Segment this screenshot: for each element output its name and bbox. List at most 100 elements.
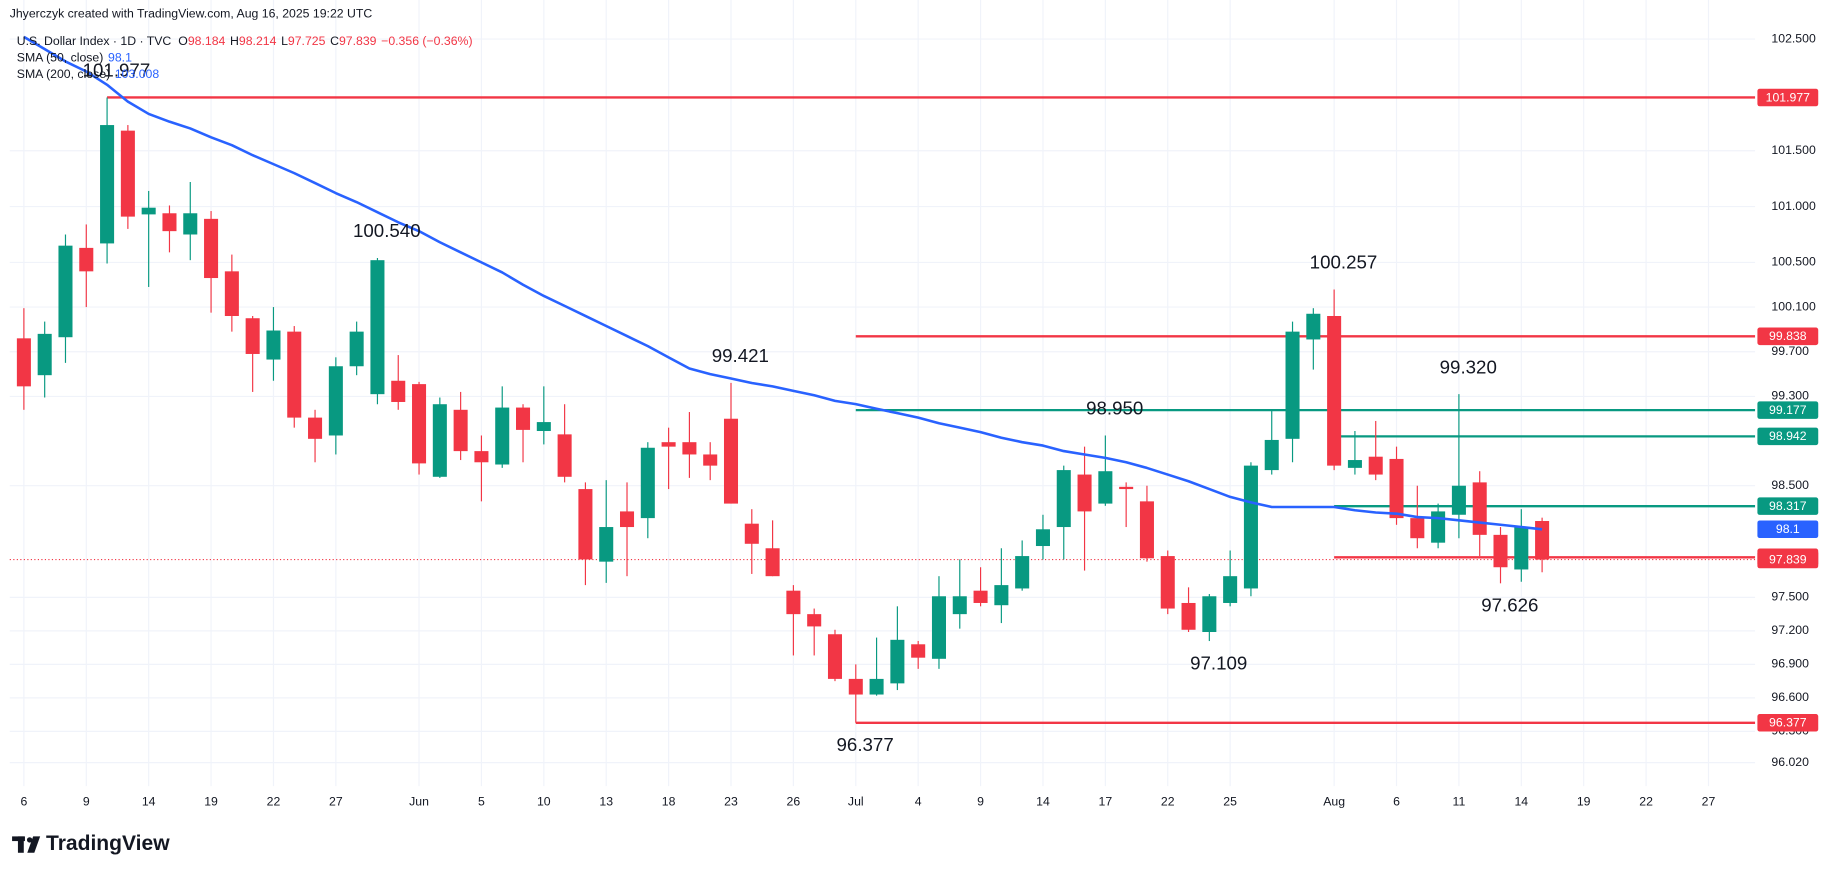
ohlc-value: 98.184: [188, 34, 226, 48]
labels: 102.500 101.500 101.000 100.500 100.100 99.70…: [20, 31, 1819, 809]
ohlc-key: O: [178, 34, 188, 48]
annotation: 97.109: [1190, 652, 1247, 673]
y-tick-label: 101.500: [1771, 143, 1816, 157]
x-tick-label: 22: [1639, 795, 1653, 809]
candle-body: [807, 614, 822, 627]
candle-body: [640, 447, 655, 519]
candles: [16, 97, 1550, 723]
candle-body: [495, 407, 510, 465]
candle-body: [1243, 465, 1258, 589]
candle-body: [308, 417, 323, 439]
ohlc-key: C: [330, 34, 339, 48]
y-tick-label: 96.900: [1771, 657, 1809, 671]
y-tick-label: 96.600: [1771, 690, 1809, 704]
annotation: 100.257: [1310, 252, 1378, 273]
y-tick-label: 97.500: [1771, 590, 1809, 604]
candle-body: [765, 548, 780, 577]
candle-body: [599, 527, 614, 562]
candle-body: [931, 596, 946, 659]
price-tag-label: 98.317: [1769, 499, 1807, 513]
x-tick-label: 11: [1453, 795, 1466, 809]
brand-logo: TradingView: [12, 832, 170, 855]
candle-body: [287, 331, 302, 418]
candle-body: [869, 678, 884, 695]
logo-shape: [26, 837, 33, 843]
price-tag-label: 96.377: [1769, 716, 1807, 730]
candle-body: [224, 271, 239, 317]
candle-body: [848, 678, 863, 695]
annotation: 101.977: [83, 60, 151, 81]
price-tag-label: 101.977: [1766, 90, 1811, 104]
sma-line: [23, 35, 1543, 531]
price-tag: [1757, 327, 1819, 346]
candle-body: [1493, 534, 1508, 568]
x-tick-label: 14: [1036, 795, 1050, 809]
price-tag-label: 98.1: [1776, 522, 1800, 536]
ohlc-value: 97.839: [339, 34, 377, 48]
candle-body: [453, 409, 468, 452]
brand-name: TradingView: [46, 832, 170, 855]
candle-body: [412, 384, 427, 464]
price-tag: [1757, 520, 1819, 539]
candle-body: [973, 590, 988, 603]
logo-shape: [27, 836, 41, 853]
candle-body: [890, 639, 905, 684]
indicator-value: 98.1: [108, 51, 132, 65]
x-tick-label: 9: [977, 795, 984, 809]
x-tick-label: 23: [724, 795, 738, 809]
candle-body: [328, 366, 343, 436]
candle-body: [266, 330, 281, 360]
candle-body: [100, 125, 115, 244]
x-tick-label: 6: [20, 795, 27, 809]
x-tick-label: 18: [662, 795, 676, 809]
price-tag: [1757, 714, 1819, 732]
candle-body: [744, 523, 759, 544]
price-tag: [1757, 88, 1819, 107]
grid: [9, 0, 1756, 787]
x-tick-label: Jul: [848, 795, 864, 809]
y-tick-label: 99.300: [1771, 389, 1809, 403]
x-tick-label: 22: [1161, 795, 1175, 809]
logo-shape: [17, 836, 24, 853]
price-tag: [1757, 427, 1819, 446]
candle-body: [1368, 456, 1383, 475]
candle-body: [1285, 331, 1300, 439]
candle-body: [1431, 511, 1446, 543]
legend-sma50: SMA (50, close) 98.1: [17, 51, 132, 65]
annotation: 100.540: [353, 220, 421, 241]
ohlc-value: 98.214: [239, 34, 277, 48]
ohlc-value: 97.725: [288, 34, 326, 48]
candle-body: [516, 407, 531, 430]
candle-body: [1451, 485, 1466, 515]
change: −0.356 (−0.36%): [381, 34, 472, 48]
candle-body: [786, 590, 801, 615]
indicator-value: 103.008: [115, 67, 160, 81]
candle-body: [1098, 471, 1113, 504]
candle-body: [1077, 474, 1092, 512]
x-tick-label: 25: [1223, 795, 1237, 809]
candle-body: [1202, 596, 1217, 633]
x-tick-label: 19: [1577, 795, 1591, 809]
attribution: Jhyerczyk created with TradingView.com, …: [10, 6, 373, 20]
candle-body: [703, 454, 718, 466]
indicator-name: SMA (50, close): [17, 51, 104, 65]
candle-body: [370, 260, 385, 395]
candle-body: [391, 380, 406, 402]
x-tick-label: 5: [478, 795, 485, 809]
candle-body: [474, 451, 489, 463]
candle-body: [1535, 521, 1550, 560]
price-tag-label: 98.942: [1769, 429, 1807, 443]
price-tag: [1757, 401, 1819, 419]
x-tick-label: 19: [204, 795, 218, 809]
candle-body: [141, 207, 156, 215]
candle-body: [1139, 501, 1154, 559]
candle-body: [1306, 313, 1321, 340]
candle-body: [1472, 482, 1487, 535]
x-tick-label: 6: [1393, 795, 1400, 809]
candle-body: [183, 213, 198, 235]
annotation: 96.377: [837, 734, 894, 755]
price-tag-label: 97.839: [1769, 552, 1807, 566]
candle-body: [1056, 470, 1071, 528]
